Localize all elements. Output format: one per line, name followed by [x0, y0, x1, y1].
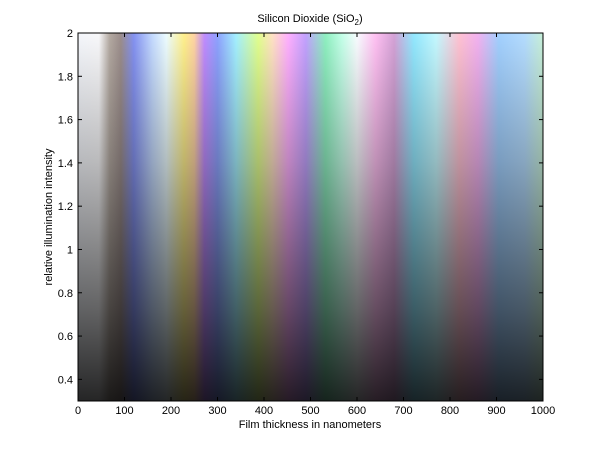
- y-tick-label: 1.6: [58, 115, 73, 127]
- intensity-shading: [78, 33, 543, 401]
- x-tick-label: 400: [255, 405, 273, 417]
- x-tick-label: 0: [75, 405, 81, 417]
- x-tick-label: 800: [441, 405, 459, 417]
- x-tick-label: 700: [394, 405, 412, 417]
- y-tick-label: 2: [67, 28, 73, 40]
- chart-title: Silicon Dioxide (SiO2): [257, 13, 362, 27]
- y-tick-label: 0.6: [58, 331, 73, 343]
- x-tick-label: 1000: [531, 405, 555, 417]
- x-axis-label: Film thickness in nanometers: [239, 419, 382, 431]
- y-axis-label: relative illumination intensity: [43, 148, 55, 285]
- y-tick-label: 1.8: [58, 71, 73, 83]
- x-tick-label: 900: [487, 405, 505, 417]
- x-tick-label: 200: [162, 405, 180, 417]
- y-tick-label: 0.4: [58, 374, 73, 386]
- x-tick-label: 600: [348, 405, 366, 417]
- x-tick-label: 500: [301, 405, 319, 417]
- y-tick-label: 1.2: [58, 201, 73, 213]
- x-tick-label: 300: [208, 405, 226, 417]
- y-tick-label: 0.8: [58, 288, 73, 300]
- y-tick-label: 1.4: [58, 158, 73, 170]
- y-tick-label: 1: [67, 244, 73, 256]
- x-tick-label: 100: [115, 405, 133, 417]
